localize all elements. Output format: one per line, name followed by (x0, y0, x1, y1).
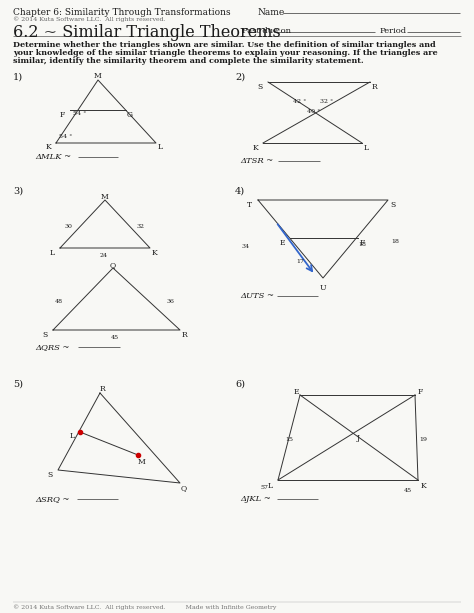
Text: S: S (42, 331, 47, 339)
Text: 32: 32 (136, 224, 144, 229)
Text: F: F (418, 388, 423, 396)
Text: Chapter 6: Similarity Through Transformations: Chapter 6: Similarity Through Transforma… (13, 8, 231, 17)
Text: K: K (45, 143, 51, 151)
Text: 24: 24 (100, 253, 108, 258)
Text: 15: 15 (285, 437, 293, 442)
Text: ΔUTS ~: ΔUTS ~ (240, 292, 274, 300)
Text: R: R (181, 331, 187, 339)
Text: 3): 3) (13, 187, 23, 196)
Text: S: S (257, 83, 263, 91)
Text: ΔQRS ~: ΔQRS ~ (35, 343, 70, 351)
Text: 34: 34 (241, 244, 249, 249)
Text: L: L (70, 432, 74, 440)
Text: T: T (247, 201, 253, 209)
Text: S: S (391, 201, 396, 209)
Text: K: K (252, 144, 258, 152)
Text: 42 °: 42 ° (293, 99, 306, 104)
Text: L: L (364, 144, 368, 152)
Text: K: K (151, 249, 157, 257)
Text: 2): 2) (235, 73, 245, 82)
Text: L: L (267, 482, 273, 490)
Text: 32 °: 32 ° (320, 99, 333, 104)
Text: Q: Q (110, 261, 116, 269)
Text: M: M (138, 458, 146, 466)
Text: 54 °: 54 ° (73, 111, 86, 116)
Text: K: K (420, 482, 426, 490)
Text: © 2014 Kuta Software LLC.  All rights reserved.: © 2014 Kuta Software LLC. All rights res… (13, 16, 165, 21)
Text: J: J (356, 435, 360, 443)
Text: 40 °: 40 ° (307, 110, 320, 115)
Text: 6.2 ~ Similar Triangle Theorems: 6.2 ~ Similar Triangle Theorems (13, 24, 281, 41)
Text: 57: 57 (260, 485, 268, 490)
Text: Period: Period (380, 27, 407, 35)
Text: Determine whether the triangles shown are similar. Use the definition of similar: Determine whether the triangles shown ar… (13, 41, 436, 49)
Text: © 2014 Kuta Software LLC.  All rights reserved.          Made with Infinite Geom: © 2014 Kuta Software LLC. All rights res… (13, 604, 276, 610)
Text: 36: 36 (166, 299, 174, 304)
Text: 17: 17 (296, 259, 304, 264)
Text: G: G (127, 111, 133, 119)
Text: E: E (279, 239, 285, 247)
Text: M: M (101, 193, 109, 201)
Text: 18: 18 (358, 242, 366, 247)
Text: 18: 18 (391, 239, 399, 244)
Text: 6): 6) (235, 380, 245, 389)
Text: 1): 1) (13, 73, 23, 82)
Text: 45: 45 (111, 335, 119, 340)
Text: F: F (359, 239, 365, 247)
Text: ΔSRQ ~: ΔSRQ ~ (35, 495, 70, 503)
Text: 19: 19 (419, 437, 427, 442)
Text: M: M (94, 72, 102, 80)
Text: F: F (59, 111, 64, 119)
Text: L: L (157, 143, 163, 151)
Text: similar, identify the similarity theorem and complete the similarity statement.: similar, identify the similarity theorem… (13, 57, 364, 65)
Text: R: R (371, 83, 377, 91)
Text: ΔTSR ~: ΔTSR ~ (240, 157, 273, 165)
Text: L: L (49, 249, 55, 257)
Text: ΔMLK ~: ΔMLK ~ (35, 153, 71, 161)
Text: 45: 45 (404, 488, 412, 493)
Text: 54 °: 54 ° (59, 134, 72, 139)
Text: S: S (47, 471, 53, 479)
Text: R: R (99, 385, 105, 393)
Text: Q: Q (181, 484, 187, 492)
Text: Name: Name (258, 8, 285, 17)
Text: U: U (320, 284, 326, 292)
Text: 30: 30 (64, 224, 72, 229)
Text: 4): 4) (235, 187, 245, 196)
Text: ΔJKL ~: ΔJKL ~ (240, 495, 271, 503)
Text: your knowledge of the similar triangle theorems to explain your reasoning. If th: your knowledge of the similar triangle t… (13, 49, 438, 57)
Text: E: E (293, 388, 299, 396)
Text: 5): 5) (13, 380, 23, 389)
Text: Past due on: Past due on (242, 27, 291, 35)
Text: 48: 48 (55, 299, 63, 304)
